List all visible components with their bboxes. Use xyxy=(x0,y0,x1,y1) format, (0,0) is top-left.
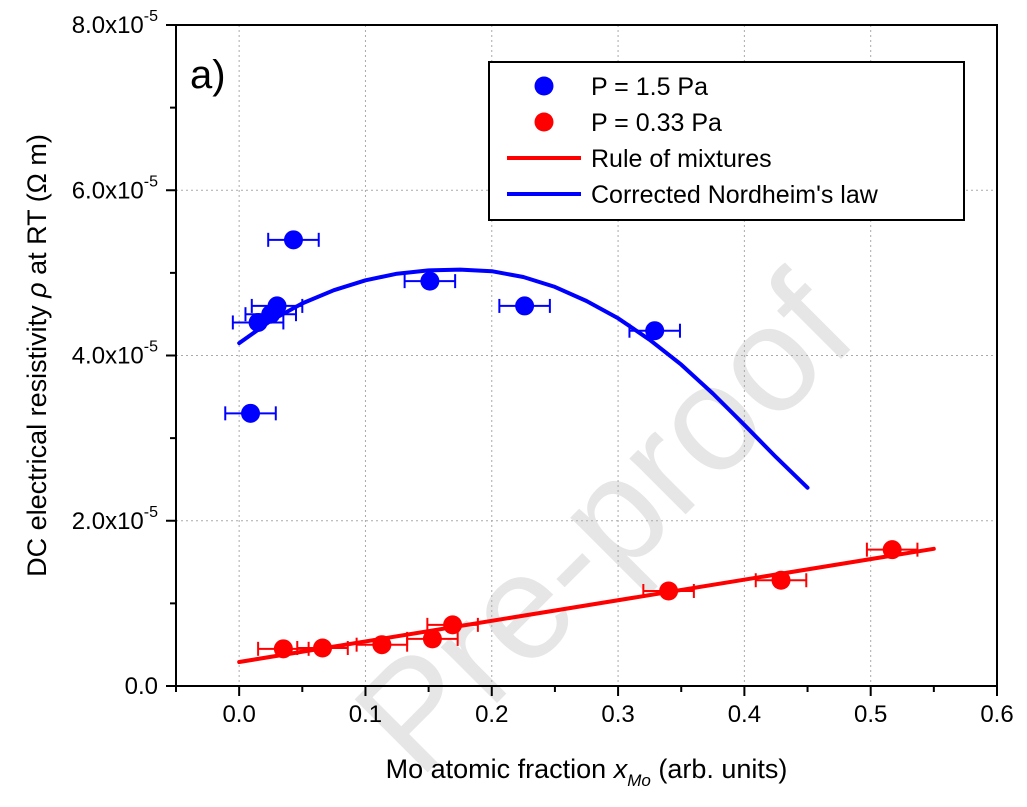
y-axis-title-text: DC electrical resistivity xyxy=(22,298,52,577)
y-tick-mantissa: 2.0x10 xyxy=(72,508,144,535)
data-point xyxy=(443,615,463,635)
legend-label-0: P = 1.5 Pa xyxy=(591,73,708,101)
y-tick-exponent: -5 xyxy=(144,173,158,190)
data-point xyxy=(645,321,665,341)
x-axis-subscript: Mo xyxy=(627,771,651,790)
data-point xyxy=(422,629,442,649)
x-tick-label: 0.2 xyxy=(475,701,508,728)
y-axis-suffix: at RT (Ω m) xyxy=(22,134,52,282)
x-axis-suffix: (arb. units) xyxy=(651,754,788,784)
data-point xyxy=(283,230,303,250)
y-tick-label: 8.0x10-5 xyxy=(72,8,158,39)
series-line-3 xyxy=(237,267,810,490)
data-point xyxy=(372,635,392,655)
data-point xyxy=(882,540,902,560)
data-point xyxy=(267,296,287,316)
series-points-0 xyxy=(224,230,681,423)
x-tick-label: 0.5 xyxy=(854,701,887,728)
legend-box xyxy=(488,61,965,221)
x-tick-label: 0.0 xyxy=(222,701,255,728)
x-tick-label: 0.4 xyxy=(728,701,761,728)
data-point xyxy=(241,403,261,423)
x-tick-label: 0.6 xyxy=(980,701,1013,728)
x-axis-symbol: x xyxy=(612,754,629,784)
x-axis-title-text: Mo atomic fraction xyxy=(386,754,614,784)
y-tick-exponent: -5 xyxy=(144,504,158,521)
legend-layer: P = 1.5 Pa P = 0.33 Pa Rule of mixtures Cor… xyxy=(488,61,965,221)
data-point xyxy=(273,639,293,659)
y-tick-exponent: -5 xyxy=(144,8,158,25)
legend-marker-0 xyxy=(534,76,554,96)
y-tick-label: 0.0 xyxy=(125,673,158,700)
series-line-2 xyxy=(237,546,936,664)
data-point xyxy=(659,581,679,601)
y-tick-mantissa: 0.0 xyxy=(125,673,158,700)
y-axis-title: DC electrical resistivity ρ at RT (Ω m) xyxy=(22,134,52,577)
data-point xyxy=(771,570,791,590)
y-tick-exponent: -5 xyxy=(144,339,158,356)
panel-label: a) xyxy=(190,53,226,97)
data-point xyxy=(313,638,333,658)
y-tick-mantissa: 8.0x10 xyxy=(72,12,144,39)
y-tick-label: 6.0x10-5 xyxy=(72,173,158,204)
series-points-1 xyxy=(257,540,919,659)
series-layer xyxy=(224,230,936,664)
legend-label-3: Corrected Nordheim's law xyxy=(591,181,879,209)
x-tick-label: 0.1 xyxy=(349,701,382,728)
y-axis-symbol: ρ xyxy=(22,282,52,298)
legend-label-1: P = 0.33 Pa xyxy=(591,109,722,137)
legend-marker-1 xyxy=(534,112,554,132)
x-axis-title: Mo atomic fraction xMo (arb. units) xyxy=(386,754,788,790)
data-point xyxy=(420,271,440,291)
legend-label-2: Rule of mixtures xyxy=(591,145,772,173)
y-tick-label: 4.0x10-5 xyxy=(72,339,158,370)
y-tick-mantissa: 4.0x10 xyxy=(72,343,144,370)
y-tick-label: 2.0x10-5 xyxy=(72,504,158,535)
x-tick-label: 0.3 xyxy=(601,701,634,728)
y-tick-mantissa: 6.0x10 xyxy=(72,177,144,204)
data-point xyxy=(515,296,535,316)
axis-layer: 0.0 0.1 0.2 0.3 0.4 0.5 0.60.02.0x10-54.0x10-5… xyxy=(22,8,1014,790)
